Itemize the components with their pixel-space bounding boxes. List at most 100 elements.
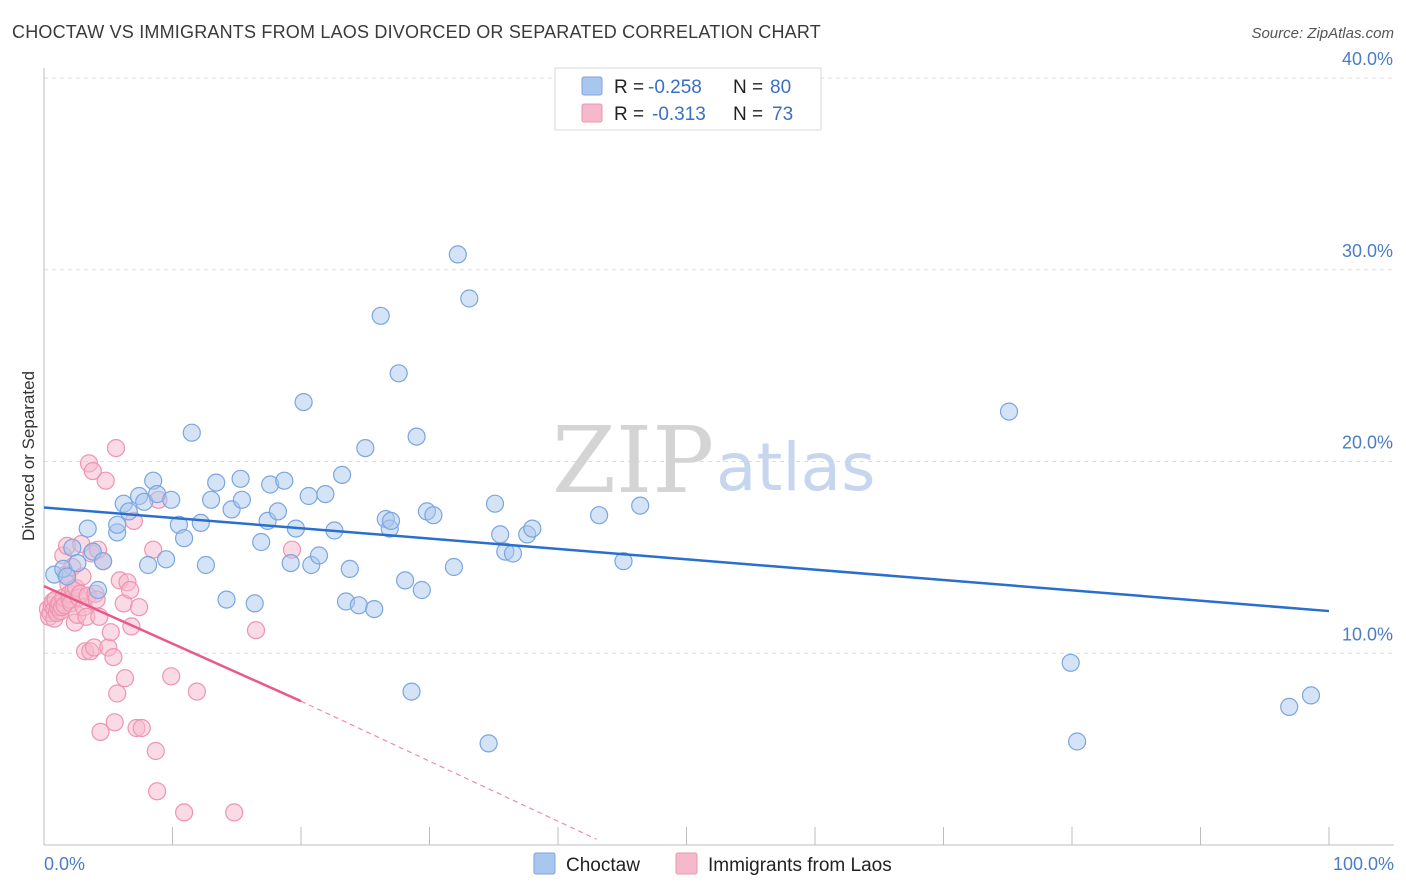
choctaw-point-21 bbox=[175, 529, 194, 548]
choctaw-point-57 bbox=[407, 427, 426, 446]
bottom-legend: Choctaw Immigrants from Laos bbox=[533, 852, 892, 876]
choctaw-point-66 bbox=[491, 525, 510, 544]
choctaw-point-4 bbox=[68, 553, 87, 573]
laos-point-48 bbox=[101, 623, 120, 642]
choctaw-point-3 bbox=[63, 538, 82, 557]
choctaw-trend-line bbox=[43, 506, 1330, 613]
laos-point-38 bbox=[83, 462, 102, 481]
y-axis-label: Divorced or Separated bbox=[19, 371, 38, 541]
x-tick-label-max: 100.0% bbox=[1333, 854, 1394, 874]
laos-point-46 bbox=[96, 471, 115, 490]
laos-point-67 bbox=[162, 667, 181, 686]
x-tick-label-min: 0.0% bbox=[44, 854, 85, 874]
gridlines bbox=[44, 77, 1394, 654]
choctaw-point-62 bbox=[448, 245, 467, 264]
choctaw-point-23 bbox=[191, 513, 210, 533]
laos-points bbox=[38, 439, 302, 822]
choctaw-point-12 bbox=[119, 502, 138, 521]
choctaw-point-27 bbox=[217, 590, 236, 609]
choctaw-point-77 bbox=[1280, 697, 1299, 717]
x-tick-labels: 0.0% 100.0% bbox=[44, 854, 1394, 874]
choctaw-point-7 bbox=[88, 580, 108, 600]
choctaw-point-19 bbox=[162, 490, 181, 509]
axes bbox=[43, 68, 1394, 846]
x-ticks bbox=[172, 827, 1330, 845]
bottom-legend-swatch-choctaw bbox=[533, 852, 556, 875]
laos-point-50 bbox=[105, 713, 124, 732]
choctaw-point-64 bbox=[479, 734, 498, 753]
y-tick-label-40: 40.0% bbox=[1342, 49, 1393, 69]
choctaw-point-79 bbox=[381, 511, 401, 531]
laos-point-71 bbox=[246, 621, 266, 640]
choctaw-point-54 bbox=[389, 364, 408, 383]
choctaw-point-31 bbox=[245, 594, 264, 613]
bottom-legend-label-laos: Immigrants from Laos bbox=[708, 855, 892, 876]
choctaw-point-70 bbox=[523, 519, 542, 538]
laos-trend-line bbox=[43, 584, 302, 703]
choctaw-point-39 bbox=[294, 393, 313, 412]
laos-point-70 bbox=[225, 803, 244, 822]
choctaw-point-45 bbox=[333, 465, 352, 484]
watermark: ZIP atlas bbox=[552, 407, 876, 514]
laos-point-44 bbox=[91, 722, 110, 742]
choctaw-point-25 bbox=[202, 490, 221, 509]
choctaw-point-35 bbox=[268, 502, 287, 521]
laos-point-65 bbox=[148, 782, 167, 801]
choctaw-point-48 bbox=[349, 596, 368, 615]
chart-source: Source: ZipAtlas.com bbox=[1251, 25, 1394, 42]
laos-point-55 bbox=[115, 669, 135, 688]
laos-point-51 bbox=[106, 439, 126, 458]
choctaw-point-49 bbox=[356, 439, 375, 458]
y-tick-label-10: 10.0% bbox=[1342, 624, 1393, 644]
watermark-atlas: atlas bbox=[716, 429, 876, 506]
y-tick-label-20: 20.0% bbox=[1342, 433, 1393, 453]
y-tick-labels: 10.0% 20.0% 30.0% 40.0% bbox=[1342, 49, 1393, 644]
laos-point-68 bbox=[175, 803, 194, 822]
legend-r-value-choctaw: -0.258 bbox=[648, 77, 702, 98]
choctaw-point-72 bbox=[614, 552, 633, 571]
laos-point-64 bbox=[146, 741, 165, 761]
legend-swatch-laos bbox=[581, 103, 603, 123]
choctaw-point-42 bbox=[309, 546, 329, 565]
bottom-legend-swatch-laos bbox=[675, 852, 698, 875]
choctaw-point-37 bbox=[281, 553, 300, 573]
choctaw-point-36 bbox=[275, 471, 294, 490]
laos-point-62 bbox=[132, 718, 151, 738]
choctaw-point-2 bbox=[57, 567, 77, 586]
choctaw-point-43 bbox=[316, 485, 335, 504]
choctaw-point-5 bbox=[78, 519, 97, 538]
choctaw-point-55 bbox=[396, 571, 415, 590]
choctaw-point-65 bbox=[485, 494, 505, 513]
choctaw-point-63 bbox=[460, 289, 479, 308]
choctaw-point-68 bbox=[503, 544, 523, 563]
choctaw-point-32 bbox=[252, 532, 271, 552]
y-tick-label-30: 30.0% bbox=[1342, 241, 1393, 261]
laos-trend-line-extension bbox=[300, 700, 597, 840]
choctaw-point-15 bbox=[139, 555, 158, 575]
legend-n-label-laos: N = bbox=[733, 104, 763, 125]
choctaw-point-56 bbox=[402, 682, 421, 701]
choctaw-point-71 bbox=[589, 506, 609, 525]
choctaw-point-74 bbox=[999, 402, 1019, 421]
laos-point-49 bbox=[104, 647, 123, 667]
choctaw-point-8 bbox=[93, 552, 113, 571]
choctaw-point-61 bbox=[444, 557, 463, 577]
choctaw-point-40 bbox=[299, 486, 318, 506]
choctaw-point-51 bbox=[371, 306, 390, 325]
laos-point-57 bbox=[121, 580, 140, 600]
legend-n-label-choctaw: N = bbox=[733, 77, 763, 98]
choctaw-point-24 bbox=[196, 555, 215, 575]
choctaw-point-18 bbox=[157, 550, 176, 569]
legend-r-label-laos: R = bbox=[614, 104, 644, 125]
choctaw-point-29 bbox=[231, 469, 250, 488]
legend-r-value-laos: -0.313 bbox=[652, 104, 706, 125]
choctaw-point-60 bbox=[424, 506, 443, 525]
choctaw-point-50 bbox=[365, 599, 384, 619]
choctaw-point-75 bbox=[1061, 653, 1080, 672]
choctaw-point-47 bbox=[340, 559, 359, 579]
bottom-legend-label-choctaw: Choctaw bbox=[566, 855, 640, 876]
trend-lines bbox=[43, 506, 1330, 840]
chart-title: CHOCTAW VS IMMIGRANTS FROM LAOS DIVORCED… bbox=[12, 22, 821, 42]
choctaw-point-10 bbox=[108, 515, 127, 534]
